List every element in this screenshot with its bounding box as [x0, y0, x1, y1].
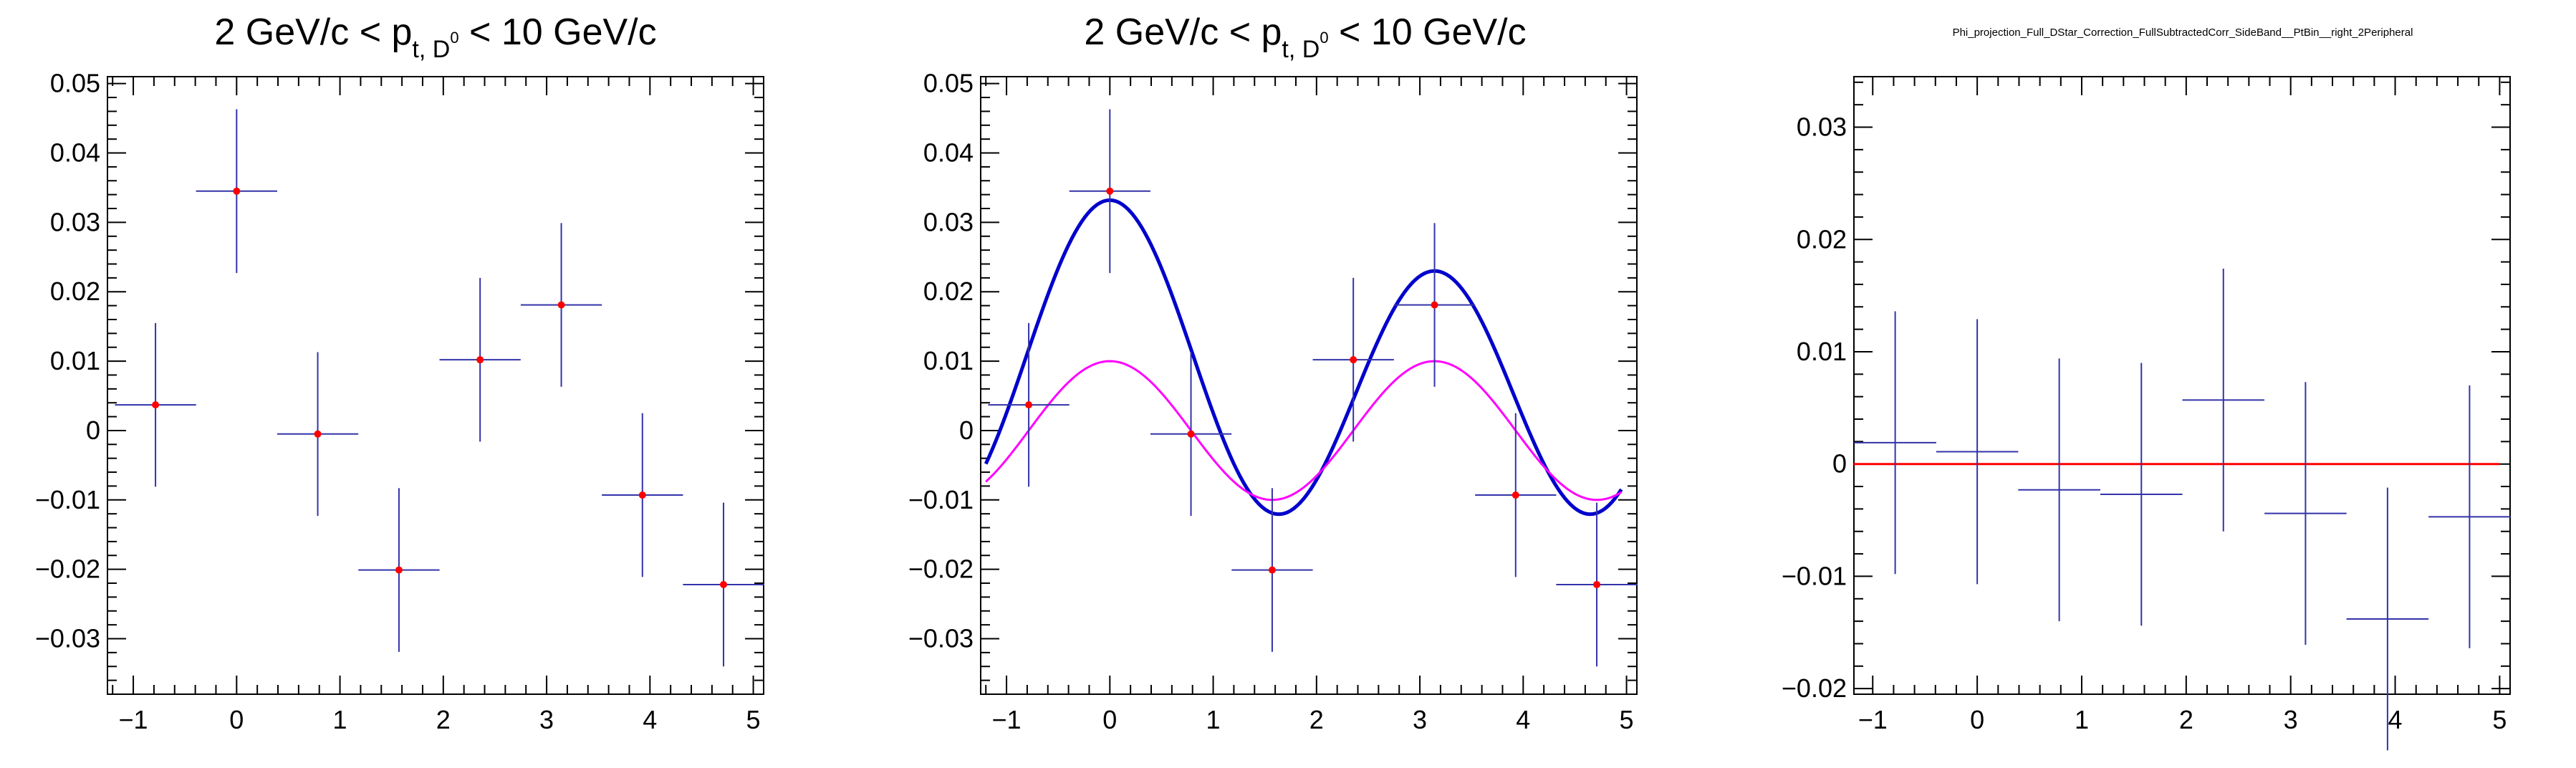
- y-tick-label: −0.02: [1782, 673, 1847, 703]
- chart-panel-2: 2 GeV/c < pt, D0 < 10 GeV/c −1 0 1 2 3 4 5 −0.0…: [908, 11, 1638, 734]
- data-point: [1106, 187, 1114, 195]
- data-point: [152, 401, 160, 409]
- data-point: [1593, 580, 1601, 588]
- y-tick-label: −0.03: [35, 624, 100, 653]
- y-tick-label: −0.01: [908, 485, 974, 514]
- y-tick-label: 0.03: [50, 207, 100, 236]
- panel-2-error-bars: [988, 109, 1638, 667]
- y-tick-label: 0.03: [1797, 112, 1847, 142]
- error-bar: [2182, 269, 2265, 532]
- y-tick-label: 0.01: [1797, 337, 1847, 366]
- panel-2-tick-labels: −1 0 1 2 3 4 5 −0.03 −0.02 −0.01 0 0.01 0.02 0.03 0.04…: [908, 69, 1634, 734]
- panel-2-points: [1025, 187, 1601, 588]
- y-tick-label: 0.04: [923, 138, 974, 168]
- panel-1-title: 2 GeV/c < pt, D0 < 10 GeV/c: [214, 11, 656, 63]
- data-point: [1350, 356, 1357, 364]
- x-tick-label: 3: [2284, 705, 2298, 734]
- y-tick-label: 0.01: [50, 346, 100, 375]
- y-tick-label: 0: [86, 416, 100, 445]
- x-tick-label: 1: [333, 705, 347, 734]
- y-tick-label: −0.01: [35, 485, 100, 514]
- y-tick-label: 0: [959, 416, 974, 445]
- x-tick-label: 5: [1620, 705, 1634, 734]
- error-bar: [2100, 363, 2183, 626]
- y-tick-label: 0.02: [923, 277, 974, 306]
- y-tick-label: 0.05: [50, 69, 100, 98]
- x-tick-label: 4: [2388, 705, 2403, 734]
- curve-modulation: [985, 360, 1623, 501]
- x-tick-label: −1: [992, 705, 1022, 734]
- y-tick-label: 0.05: [923, 69, 974, 98]
- data-point: [395, 566, 403, 574]
- x-tick-label: 2: [2179, 705, 2193, 734]
- panel-2-title: 2 GeV/c < pt, D0 < 10 GeV/c: [1084, 11, 1526, 63]
- y-tick-label: 0.01: [923, 346, 974, 375]
- chart-panel-1: 2 GeV/c < pt, D0 < 10 GeV/c −1 0 1 2 3 4 5 −0.0…: [35, 11, 764, 734]
- error-bar: [2428, 385, 2511, 648]
- data-point: [1268, 566, 1276, 574]
- x-tick-label: 3: [539, 705, 554, 734]
- data-point: [557, 301, 565, 309]
- panel-2-plot-frame: [980, 76, 1638, 695]
- y-tick-label: 0.03: [923, 207, 974, 236]
- y-tick-label: −0.01: [1782, 561, 1847, 590]
- x-tick-label: −1: [119, 705, 148, 734]
- y-tick-label: −0.02: [908, 555, 974, 584]
- panel-2-curves: [984, 198, 1623, 517]
- panel-3-title: Phi_projection_Full_DStar_Correction_Ful…: [1953, 27, 2413, 39]
- error-bar: [2346, 487, 2429, 751]
- data-point: [1187, 430, 1195, 438]
- x-tick-label: 5: [2492, 705, 2507, 734]
- panel-1-plot-frame: [107, 76, 764, 695]
- x-tick-label: 4: [1516, 705, 1530, 734]
- panel-2-ticks: [981, 77, 1637, 695]
- x-tick-label: 1: [1206, 705, 1221, 734]
- y-tick-label: −0.03: [908, 624, 974, 653]
- panel-3-tick-labels: −1 0 1 2 3 4 5 −0.02 −0.01 0 0.01 0.02 0.03: [1782, 112, 2507, 734]
- error-bar: [2264, 382, 2347, 645]
- panel-1-tick-labels: −1 0 1 2 3 4 5 −0.03 −0.02 −0.01 0 0.01 0.02 0.03 0.04…: [35, 69, 761, 734]
- panel-1-points: [152, 187, 728, 588]
- error-bar: [1854, 311, 1936, 575]
- panel-3-ticks: [1854, 77, 2510, 694]
- x-tick-label: 5: [746, 705, 761, 734]
- x-tick-label: −1: [1858, 705, 1888, 734]
- data-point: [720, 580, 728, 588]
- x-tick-label: 2: [436, 705, 451, 734]
- x-tick-label: 3: [1413, 705, 1427, 734]
- x-tick-label: 0: [1102, 705, 1117, 734]
- x-tick-label: 4: [643, 705, 657, 734]
- data-point: [314, 430, 322, 438]
- panel-3-plot-frame: [1853, 76, 2511, 695]
- y-tick-label: 0.02: [50, 277, 100, 306]
- error-bar: [1936, 319, 2019, 585]
- data-point: [638, 491, 646, 499]
- x-tick-label: 2: [1309, 705, 1324, 734]
- chart-panel-3: Phi_projection_Full_DStar_Correction_Ful…: [1782, 27, 2511, 751]
- y-tick-label: 0: [1832, 449, 1847, 479]
- y-tick-label: −0.02: [35, 555, 100, 584]
- error-bar: [2018, 358, 2100, 622]
- panel-1-error-bars: [115, 109, 764, 667]
- x-tick-label: 0: [1970, 705, 1984, 734]
- y-tick-label: 0.04: [50, 138, 100, 168]
- data-point: [233, 187, 241, 195]
- panel-1-ticks: [107, 77, 764, 695]
- panel-3-error-bars: [1854, 269, 2511, 751]
- data-point: [1025, 401, 1033, 409]
- data-point: [1431, 301, 1438, 309]
- curve-fit: [984, 198, 1623, 517]
- x-tick-label: 1: [2075, 705, 2089, 734]
- y-tick-label: 0.02: [1797, 224, 1847, 254]
- data-point: [1512, 491, 1519, 499]
- data-point: [476, 356, 484, 364]
- x-tick-label: 0: [229, 705, 244, 734]
